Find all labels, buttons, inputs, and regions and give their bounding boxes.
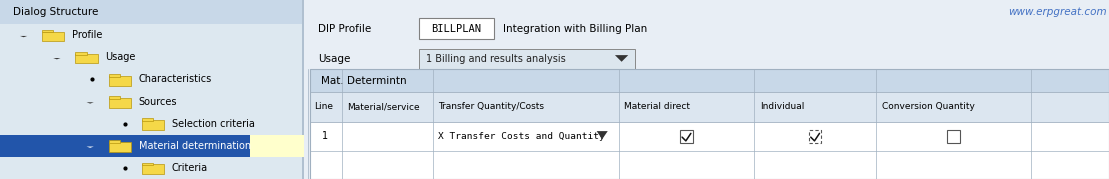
Text: Transfer Quantity/Costs: Transfer Quantity/Costs [438,102,545,112]
Bar [311,92,1109,179]
Text: Material/service: Material/service [347,102,419,112]
Bar [109,96,120,99]
Bar [250,135,304,157]
Text: Conversion Quantity: Conversion Quantity [882,102,975,112]
Bar [302,0,304,179]
Bar [75,52,87,55]
Polygon shape [87,147,94,148]
Polygon shape [53,58,61,59]
Bar [418,18,494,39]
Text: 1 Billing and results analysis: 1 Billing and results analysis [426,54,567,64]
Bar [311,92,1109,122]
Bar [418,49,634,69]
Bar [0,135,250,157]
Text: Material direct: Material direct [624,102,691,112]
Bar [142,163,153,165]
Text: Individual: Individual [760,102,804,112]
Text: Criteria: Criteria [172,163,208,173]
Bar [109,140,120,143]
Polygon shape [20,36,28,37]
Text: www.erpgreat.com: www.erpgreat.com [1008,7,1107,17]
Bar [109,76,131,86]
Text: Integration with Billing Plan: Integration with Billing Plan [503,24,648,34]
Text: Line: Line [314,102,333,112]
Text: Usage: Usage [318,54,350,64]
Bar [109,142,131,152]
Text: Dialog Structure: Dialog Structure [13,7,99,17]
Polygon shape [597,131,608,139]
Bar [109,98,131,108]
Bar [0,0,304,179]
Bar [75,54,98,63]
Text: DIP Profile: DIP Profile [318,24,372,34]
Text: BILLPLAN: BILLPLAN [431,24,481,34]
Bar [142,120,164,130]
Bar [808,130,822,143]
Bar [311,69,1109,179]
Text: Material determination: Material determination [139,141,251,151]
Polygon shape [87,102,94,104]
Text: Profile: Profile [72,30,102,40]
Bar [142,118,153,121]
Text: Characteristics: Characteristics [139,74,212,84]
Bar [142,164,164,174]
Bar [311,69,1109,92]
Text: Mat. Determintn: Mat. Determintn [322,76,407,86]
Text: X Transfer Costs and Quantity: X Transfer Costs and Quantity [438,132,604,141]
Bar [0,0,304,24]
Polygon shape [614,55,628,62]
Bar [680,130,693,143]
Bar [109,74,120,77]
Text: Sources: Sources [139,97,177,107]
Bar [42,30,53,33]
Bar [304,0,1109,179]
Bar [42,32,64,41]
Bar [947,130,960,143]
Text: Usage: Usage [105,52,135,62]
Text: Selection criteria: Selection criteria [172,119,255,129]
Text: 1: 1 [322,132,328,141]
